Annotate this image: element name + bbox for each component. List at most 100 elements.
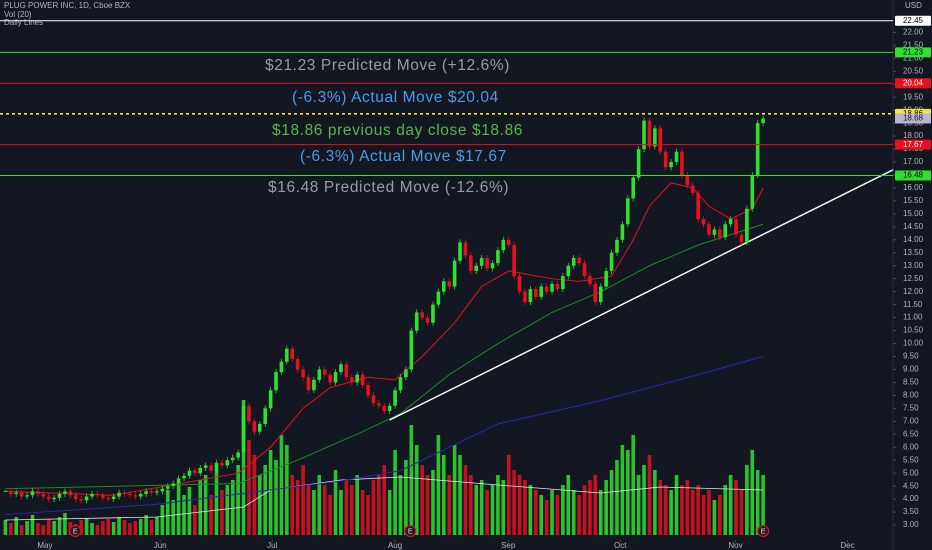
candle [539,286,544,297]
volume-bar [220,490,224,535]
volume-bar [46,519,51,535]
event-label: E [761,528,766,535]
candle [176,478,181,484]
currency-label: USD [905,1,922,10]
candle [615,239,619,253]
candle [225,460,230,466]
volume-bar [155,517,159,535]
volume-bar [252,455,257,535]
volume-bar [658,480,663,535]
y-tick-label: 19.50 [903,92,924,101]
y-tick-label: 9.50 [903,352,919,361]
volume-bar [279,435,284,535]
y-tick-label: 21.00 [903,53,924,62]
y-tick-label: 13.50 [903,248,924,257]
candle [626,198,630,225]
volume-bar [550,490,554,535]
price-tag-label: 20.04 [903,78,924,87]
volume-bar [458,455,462,535]
volume-bar [534,490,538,535]
candle [544,286,549,292]
price-tag [895,170,931,181]
candle [322,369,327,375]
candle [230,457,235,461]
event-marker [69,525,82,537]
volume-bar [144,515,148,535]
candle [739,234,744,243]
price-tag-label: 21.23 [903,47,924,56]
candle [604,270,608,287]
volume-bar [707,490,711,535]
candle [496,250,500,264]
volume-bar [138,519,143,535]
volume-bar [285,445,289,535]
candle [155,491,159,493]
candle [517,276,522,292]
volume-bar [669,490,673,535]
volume-bar [436,435,441,535]
y-tick-label: 17.00 [903,157,924,166]
volume-bar [755,470,760,535]
candle [690,185,695,194]
volume-bar [734,480,738,535]
candle [144,491,148,494]
candle [501,239,506,251]
volume-bar [685,480,690,535]
candle [344,364,349,378]
x-tick-label: May [37,541,52,550]
candle [512,245,516,277]
annotation: (-6.3%) Actual Move $17.67 [300,148,507,165]
y-tick-label: 3.50 [903,507,919,516]
candle [138,493,143,497]
candle [582,263,587,277]
candle [312,379,316,391]
x-tick-label: Oct [614,541,627,550]
volume-bar [539,495,544,535]
y-tick-label: 16.00 [903,183,924,192]
volume-bar [517,475,522,535]
candle [414,312,419,331]
price-tag [895,113,931,124]
candle [290,348,295,360]
candle [3,490,8,492]
candle [30,491,35,496]
candle [550,283,554,292]
candle [252,421,257,432]
candle [593,283,598,303]
price-tag [895,15,931,26]
candle [420,312,424,318]
y-tick-label: 22.00 [903,28,924,37]
candle [19,492,24,497]
candle [377,403,381,406]
volume-bar [295,480,300,535]
y-tick-label: 4.50 [903,481,919,490]
candle [474,265,479,271]
candle [588,276,592,284]
candle [101,495,105,498]
candle [658,128,663,152]
volume-bar [225,485,230,535]
event-label: E [408,528,413,535]
volume-bar [604,480,608,535]
candle [333,372,338,383]
candle [268,390,273,409]
volume-bar [609,470,614,535]
candle [506,239,511,246]
candle [68,491,73,496]
y-tick-label: 21.50 [903,40,924,49]
volume-bar [626,450,630,535]
y-tick-label: 5.00 [903,468,919,477]
volume-bar [463,465,468,535]
volume-bar [198,480,203,535]
volume-ma-line [5,476,764,521]
volume-bar [674,475,679,535]
y-tick-label: 8.50 [903,378,919,387]
volume-bar [41,525,46,535]
candle [95,493,100,496]
annotation: $18.86 previous day close $18.86 [272,122,523,139]
candle [84,496,89,501]
y-tick-label: 6.00 [903,442,919,451]
candle [431,304,435,323]
volume-bar [393,450,397,535]
